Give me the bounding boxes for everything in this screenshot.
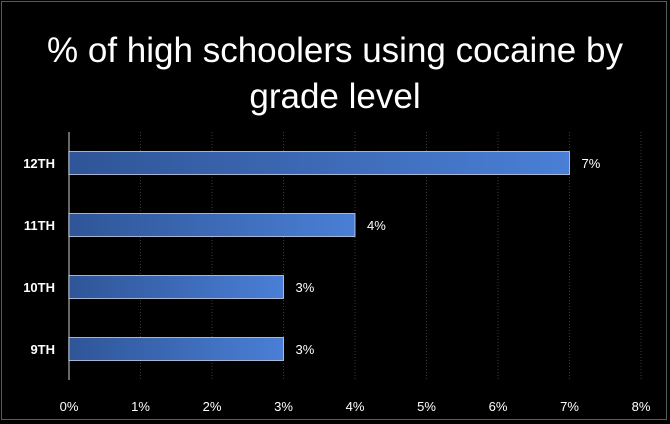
x-tick-label: 2%	[203, 399, 222, 414]
category-label: 12TH	[23, 156, 55, 171]
x-tick-label: 1%	[131, 399, 150, 414]
x-tick-label: 6%	[489, 399, 508, 414]
category-label: 10TH	[23, 280, 55, 295]
x-tick-label: 4%	[346, 399, 365, 414]
x-tick-label: 3%	[274, 399, 293, 414]
x-tick-label: 8%	[632, 399, 651, 414]
x-tick-label: 5%	[417, 399, 436, 414]
data-label: 3%	[296, 280, 315, 295]
data-label: 3%	[296, 342, 315, 357]
label-layer: 0% 1% 2% 3% 4% 5% 6% 7% 8% 12TH 7% 11TH 4% 10TH 3% 9TH 3…	[23, 156, 651, 414]
chart-title: % of high schoolers using cocaine by gra…	[47, 31, 623, 116]
x-tick-label: 7%	[560, 399, 579, 414]
data-label: 4%	[367, 218, 386, 233]
bar-10th	[68, 275, 284, 299]
category-label: 9TH	[30, 342, 55, 357]
bar-11th	[68, 213, 356, 237]
bar-layer	[68, 151, 570, 361]
data-label: 7%	[582, 156, 601, 171]
bar-12th	[68, 151, 570, 175]
x-tick-label: 0%	[60, 399, 79, 414]
bar-9th	[68, 337, 284, 361]
category-label: 11TH	[24, 218, 55, 233]
